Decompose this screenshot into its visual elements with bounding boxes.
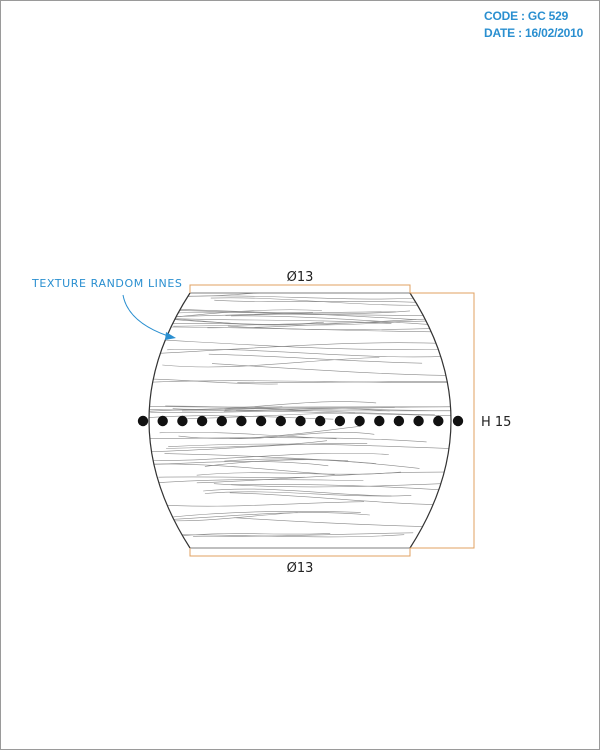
- bead-hole: [255, 415, 267, 427]
- height-dimension: [410, 292, 475, 549]
- bead-hole: [157, 415, 168, 427]
- bead-hole: [236, 415, 247, 427]
- bead-hole: [137, 415, 149, 427]
- texture-line: [237, 381, 451, 386]
- bead-hole: [177, 415, 188, 427]
- texture-line: [223, 408, 390, 412]
- texture-line: [178, 293, 429, 297]
- bead-row: [137, 415, 464, 427]
- bead-hole: [452, 415, 464, 427]
- bead-hole: [196, 415, 208, 427]
- texture-line: [168, 443, 451, 451]
- texture-line: [149, 442, 368, 453]
- texture-lines: [149, 293, 451, 538]
- texture-line: [229, 431, 375, 439]
- callout-arrowhead: [165, 332, 176, 340]
- texture-line: [149, 461, 329, 467]
- texture-line: [162, 309, 322, 319]
- bead-hole: [393, 415, 405, 427]
- texture-line: [149, 337, 451, 350]
- texture-line: [167, 348, 451, 358]
- texture-line: [149, 405, 451, 408]
- texture-line: [196, 471, 451, 484]
- texture-line: [230, 483, 451, 493]
- texture-line: [149, 407, 395, 412]
- texture-line: [149, 452, 389, 462]
- texture-line: [213, 482, 451, 488]
- callout-leader: [122, 294, 169, 337]
- top-diameter-dimension: [189, 284, 411, 293]
- texture-line: [149, 415, 334, 420]
- texture-line: [233, 517, 451, 528]
- date-label: DATE : 16/02/2010: [484, 26, 584, 40]
- bead-hole: [216, 415, 227, 427]
- texture-line: [225, 313, 451, 316]
- texture-line: [153, 463, 335, 475]
- texture-line: [159, 321, 324, 325]
- bead-outline: [148, 292, 452, 549]
- bead-hole: [315, 415, 326, 427]
- texture-line: [231, 315, 429, 325]
- bottom-diameter-dimension: [189, 548, 411, 557]
- bead-hole: [374, 415, 385, 427]
- texture-line: [204, 491, 412, 497]
- texture-line: [149, 380, 451, 383]
- bead-hole: [433, 415, 444, 427]
- texture-line: [208, 353, 423, 364]
- code-label: CODE : GC 529: [484, 9, 569, 23]
- title-block: CODE : GC 529 DATE : 16/02/2010: [484, 8, 583, 42]
- texture-line: [149, 437, 427, 443]
- texture-line: [150, 406, 451, 413]
- texture-line: [181, 533, 331, 537]
- texture-line: [187, 412, 356, 419]
- texture-line: [149, 501, 365, 507]
- texture-line: [162, 357, 380, 368]
- texture-line: [196, 471, 402, 476]
- texture-line: [211, 363, 451, 377]
- texture-line: [227, 325, 451, 331]
- texture-line: [207, 316, 451, 329]
- texture-line: [156, 317, 401, 326]
- texture-line: [149, 512, 370, 522]
- texture-line: [166, 326, 451, 333]
- texture-line: [172, 401, 377, 410]
- texture-line: [158, 534, 405, 538]
- bead-hole: [275, 415, 286, 427]
- texture-line: [161, 510, 361, 519]
- texture-callout-label: TEXTURE RANDOM LINES: [31, 277, 182, 290]
- texture-line: [193, 532, 414, 537]
- height-label: H 15: [481, 415, 511, 430]
- bead-hole: [354, 415, 365, 427]
- texture-line: [204, 459, 349, 467]
- bead-hole: [413, 415, 424, 427]
- texture-line: [163, 295, 444, 300]
- texture-line: [164, 453, 377, 464]
- texture-line: [203, 488, 392, 497]
- texture-line: [181, 410, 451, 416]
- top-diameter-label: Ø13: [287, 270, 314, 285]
- dimension-lines: [189, 284, 475, 557]
- bottom-diameter-label: Ø13: [287, 561, 314, 576]
- texture-line: [229, 492, 451, 506]
- bead-hole: [295, 415, 306, 427]
- texture-line: [166, 440, 328, 449]
- bead-hole: [334, 415, 346, 427]
- texture-line: [150, 309, 411, 315]
- texture-line: [224, 458, 420, 469]
